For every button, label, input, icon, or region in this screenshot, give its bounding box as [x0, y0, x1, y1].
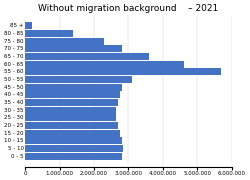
Bar [25, 45, 122, 52]
Title: Without migration background    – 2021: Without migration background – 2021 [38, 4, 218, 13]
Bar [25, 84, 122, 91]
Bar [25, 114, 116, 121]
Bar [25, 30, 73, 37]
Bar [25, 53, 149, 60]
Bar [25, 99, 118, 106]
Bar [25, 153, 122, 160]
Bar [25, 22, 32, 29]
Bar [25, 137, 122, 144]
Bar [25, 61, 184, 68]
Bar [25, 91, 120, 98]
Bar [25, 130, 120, 137]
Bar [25, 76, 132, 83]
Bar [25, 38, 104, 45]
Bar [25, 145, 123, 152]
Bar [25, 68, 222, 75]
Bar [25, 122, 118, 129]
Bar [25, 107, 116, 114]
